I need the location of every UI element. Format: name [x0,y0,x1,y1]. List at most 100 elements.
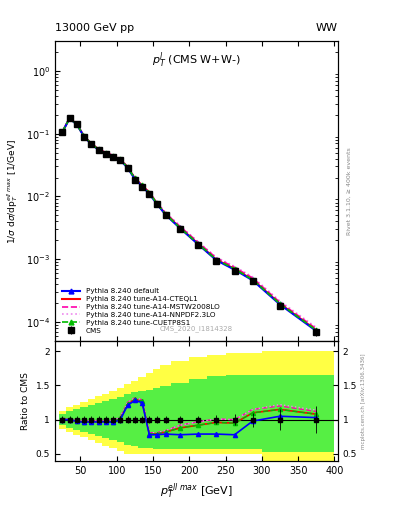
Pythia 8.240 tune-A14-CTEQL1 [60,129,64,135]
Pythia 8.240 tune-A14-NNPDF2.3LO [232,263,237,269]
Pythia 8.240 tune-A14-NNPDF2.3LO [314,324,319,330]
Pythia 8.240 tune-A14-NNPDF2.3LO [89,140,94,146]
Pythia 8.240 tune-A14-NNPDF2.3LO [118,156,123,162]
Pythia 8.240 default [277,302,282,308]
Pythia 8.240 tune-A14-CTEQL1 [140,182,145,188]
Legend: Pythia 8.240 default, Pythia 8.240 tune-A14-CTEQL1, Pythia 8.240 tune-A14-MSTW20: Pythia 8.240 default, Pythia 8.240 tune-… [59,285,224,337]
Pythia 8.240 tune-CUETP8S1 [89,141,94,147]
Pythia 8.240 tune-A14-MSTW2008LO [196,239,201,245]
Pythia 8.240 tune-A14-NNPDF2.3LO [60,129,64,135]
Pythia 8.240 tune-A14-CTEQL1 [250,276,255,283]
Pythia 8.240 default [60,129,64,135]
Line: Pythia 8.240 tune-A14-CTEQL1: Pythia 8.240 tune-A14-CTEQL1 [62,118,316,330]
Pythia 8.240 tune-A14-MSTW2008LO [232,264,237,270]
Pythia 8.240 tune-A14-CTEQL1 [314,327,319,333]
Pythia 8.240 tune-A14-MSTW2008LO [154,200,159,206]
Pythia 8.240 tune-A14-NNPDF2.3LO [147,189,152,195]
Pythia 8.240 tune-A14-MSTW2008LO [74,121,79,127]
Pythia 8.240 tune-A14-NNPDF2.3LO [103,150,108,156]
Text: CMS_2020_I1814328: CMS_2020_I1814328 [160,325,233,332]
Pythia 8.240 tune-A14-CTEQL1 [163,211,168,217]
Pythia 8.240 tune-A14-MSTW2008LO [67,115,72,121]
Pythia 8.240 default [163,211,168,218]
Pythia 8.240 tune-A14-NNPDF2.3LO [125,164,130,170]
Pythia 8.240 default [82,134,86,140]
Pythia 8.240 tune-CUETP8S1 [154,200,159,206]
Pythia 8.240 tune-A14-MSTW2008LO [277,300,282,306]
Pythia 8.240 tune-CUETP8S1 [147,189,152,196]
Pythia 8.240 tune-A14-MSTW2008LO [132,175,137,181]
Pythia 8.240 tune-A14-CTEQL1 [196,241,201,247]
Pythia 8.240 tune-CUETP8S1 [214,257,219,263]
Y-axis label: Rivet 3.1.10, ≥ 400k events: Rivet 3.1.10, ≥ 400k events [347,147,352,235]
Text: $p_T^l$ (CMS W+W-): $p_T^l$ (CMS W+W-) [152,50,241,70]
Pythia 8.240 tune-A14-MSTW2008LO [163,210,168,216]
Pythia 8.240 tune-CUETP8S1 [314,327,319,333]
Pythia 8.240 tune-A14-MSTW2008LO [96,146,101,152]
Pythia 8.240 default [214,257,219,263]
Pythia 8.240 tune-A14-NNPDF2.3LO [250,274,255,280]
Line: Pythia 8.240 tune-A14-NNPDF2.3LO: Pythia 8.240 tune-A14-NNPDF2.3LO [62,118,316,327]
Pythia 8.240 tune-CUETP8S1 [132,175,137,181]
X-axis label: $p_T^{ell\ max}$ [GeV]: $p_T^{ell\ max}$ [GeV] [160,481,233,501]
Pythia 8.240 tune-CUETP8S1 [250,276,255,283]
Pythia 8.240 tune-A14-NNPDF2.3LO [82,133,86,139]
Line: Pythia 8.240 tune-A14-MSTW2008LO: Pythia 8.240 tune-A14-MSTW2008LO [62,118,316,329]
Pythia 8.240 tune-CUETP8S1 [196,241,201,247]
Pythia 8.240 tune-A14-CTEQL1 [118,156,123,162]
Pythia 8.240 tune-A14-CTEQL1 [67,115,72,121]
Pythia 8.240 default [96,147,101,153]
Pythia 8.240 tune-A14-MSTW2008LO [118,156,123,162]
Pythia 8.240 tune-A14-NNPDF2.3LO [277,298,282,304]
Pythia 8.240 tune-CUETP8S1 [125,164,130,170]
Pythia 8.240 default [196,241,201,247]
Pythia 8.240 default [154,201,159,207]
Pythia 8.240 tune-A14-MSTW2008LO [82,133,86,139]
Pythia 8.240 tune-A14-MSTW2008LO [214,255,219,261]
Pythia 8.240 default [140,183,145,189]
Pythia 8.240 tune-A14-CTEQL1 [178,225,182,231]
Pythia 8.240 tune-A14-NNPDF2.3LO [96,146,101,152]
Line: Pythia 8.240 default: Pythia 8.240 default [60,116,319,333]
Pythia 8.240 tune-CUETP8S1 [67,115,72,121]
Pythia 8.240 default [103,151,108,157]
Pythia 8.240 tune-CUETP8S1 [277,301,282,307]
Y-axis label: mcplots.cern.ch [arXiv:1306.3436]: mcplots.cern.ch [arXiv:1306.3436] [362,353,366,449]
Pythia 8.240 tune-CUETP8S1 [103,150,108,156]
Pythia 8.240 tune-A14-MSTW2008LO [314,326,319,332]
Pythia 8.240 tune-A14-CTEQL1 [147,189,152,196]
Pythia 8.240 tune-CUETP8S1 [60,129,64,135]
Pythia 8.240 tune-A14-MSTW2008LO [250,275,255,281]
Pythia 8.240 tune-A14-CTEQL1 [103,150,108,156]
Pythia 8.240 default [125,165,130,171]
Pythia 8.240 tune-A14-CTEQL1 [232,266,237,272]
Pythia 8.240 default [232,267,237,273]
Pythia 8.240 tune-A14-CTEQL1 [89,141,94,147]
Text: WW: WW [316,23,338,33]
Pythia 8.240 tune-A14-MSTW2008LO [125,164,130,170]
Pythia 8.240 tune-CUETP8S1 [140,182,145,188]
Pythia 8.240 tune-CUETP8S1 [111,153,116,159]
Pythia 8.240 tune-A14-CTEQL1 [111,153,116,159]
Pythia 8.240 tune-CUETP8S1 [82,133,86,139]
Pythia 8.240 default [147,191,152,197]
Pythia 8.240 tune-A14-MSTW2008LO [103,150,108,156]
Pythia 8.240 tune-A14-MSTW2008LO [111,153,116,159]
Pythia 8.240 default [74,121,79,127]
Pythia 8.240 tune-A14-NNPDF2.3LO [154,199,159,205]
Pythia 8.240 tune-A14-MSTW2008LO [89,140,94,146]
Pythia 8.240 tune-CUETP8S1 [74,121,79,127]
Pythia 8.240 tune-CUETP8S1 [232,266,237,272]
Pythia 8.240 tune-A14-MSTW2008LO [147,189,152,195]
Pythia 8.240 default [111,154,116,160]
Pythia 8.240 tune-A14-CTEQL1 [154,200,159,206]
Y-axis label: 1/$\sigma$ d$\sigma$/dp$_T^{ell\ max}$ [1/GeV]: 1/$\sigma$ d$\sigma$/dp$_T^{ell\ max}$ [… [6,138,20,244]
Pythia 8.240 tune-A14-MSTW2008LO [60,129,64,135]
Pythia 8.240 tune-A14-NNPDF2.3LO [178,223,182,229]
Pythia 8.240 tune-CUETP8S1 [118,156,123,162]
Pythia 8.240 tune-A14-CTEQL1 [74,121,79,127]
Pythia 8.240 tune-A14-CTEQL1 [125,164,130,170]
Pythia 8.240 tune-A14-CTEQL1 [277,301,282,307]
Line: Pythia 8.240 tune-CUETP8S1: Pythia 8.240 tune-CUETP8S1 [60,116,319,333]
Pythia 8.240 tune-A14-MSTW2008LO [178,224,182,230]
